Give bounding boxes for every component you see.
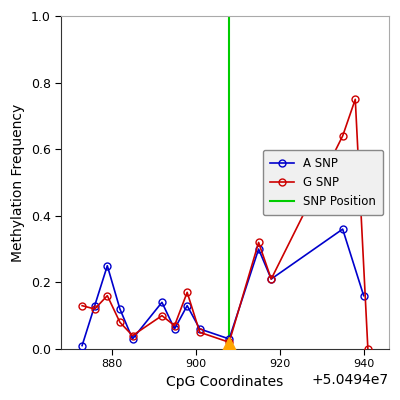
A SNP bbox=[160, 300, 164, 305]
G SNP bbox=[185, 290, 190, 295]
G SNP bbox=[197, 330, 202, 335]
A SNP bbox=[256, 247, 261, 252]
A SNP bbox=[185, 303, 190, 308]
G SNP bbox=[353, 97, 358, 102]
A SNP bbox=[130, 336, 135, 341]
G SNP bbox=[256, 240, 261, 245]
G SNP bbox=[227, 340, 232, 345]
A SNP bbox=[340, 227, 345, 232]
A SNP bbox=[269, 277, 274, 282]
X-axis label: CpG Coordinates: CpG Coordinates bbox=[166, 375, 284, 389]
A SNP bbox=[172, 326, 177, 331]
A SNP bbox=[92, 303, 97, 308]
Y-axis label: Methylation Frequency: Methylation Frequency bbox=[11, 103, 25, 262]
A SNP bbox=[118, 306, 122, 311]
G SNP bbox=[105, 293, 110, 298]
A SNP bbox=[105, 263, 110, 268]
G SNP bbox=[366, 346, 370, 351]
G SNP bbox=[269, 277, 274, 282]
A SNP bbox=[80, 343, 84, 348]
G SNP bbox=[130, 333, 135, 338]
A SNP bbox=[227, 336, 232, 341]
G SNP bbox=[340, 134, 345, 138]
G SNP bbox=[118, 320, 122, 325]
G SNP bbox=[92, 306, 97, 311]
G SNP bbox=[80, 303, 84, 308]
A SNP bbox=[361, 293, 366, 298]
Line: A SNP: A SNP bbox=[79, 226, 367, 349]
Line: G SNP: G SNP bbox=[79, 96, 371, 352]
G SNP bbox=[172, 323, 177, 328]
Legend: A SNP, G SNP, SNP Position: A SNP, G SNP, SNP Position bbox=[263, 150, 383, 215]
A SNP bbox=[197, 326, 202, 331]
G SNP bbox=[160, 313, 164, 318]
